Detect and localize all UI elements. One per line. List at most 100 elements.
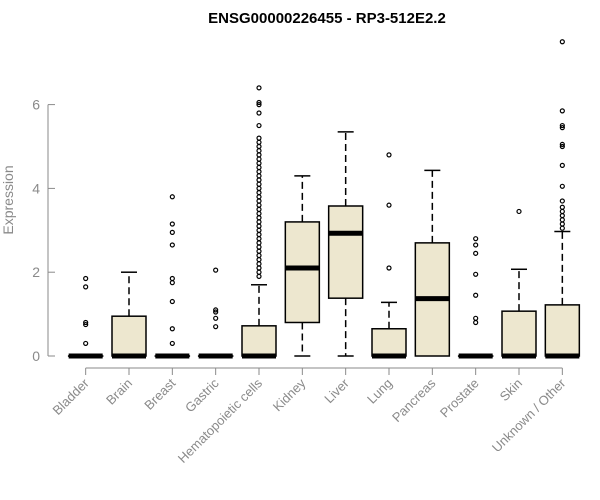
outlier-point (386, 265, 392, 271)
y-tick-label: 6 (32, 97, 40, 113)
outlier-point (559, 204, 565, 210)
outlier-point (559, 183, 565, 189)
outlier-point (169, 194, 175, 200)
outlier-point (386, 202, 392, 208)
outlier-point (256, 169, 262, 175)
outlier-point (516, 208, 522, 215)
outlier-point (559, 141, 565, 148)
outlier-point (256, 85, 262, 91)
outlier-point (256, 164, 262, 171)
outlier-point (169, 298, 175, 305)
outlier-point (256, 261, 262, 267)
outlier-point (169, 340, 175, 347)
box-iqr (501, 310, 537, 357)
outlier-point (559, 125, 565, 131)
outlier-point (559, 143, 565, 150)
x-tick-label: Brain (103, 376, 135, 408)
outlier-point (559, 225, 565, 231)
outlier-point (256, 194, 262, 200)
x-tick-label: Gastric (182, 375, 222, 415)
outlier-point (256, 156, 262, 162)
outlier-point (473, 319, 479, 326)
x-tick-label: Bladder (49, 375, 92, 418)
outlier-point (473, 236, 479, 242)
box-gastric (197, 267, 234, 359)
outlier-point (256, 248, 262, 254)
box-hematopoietic-cells (241, 85, 277, 359)
box-skin (501, 208, 537, 359)
x-tick-label: Liver (321, 375, 352, 406)
box-iqr (327, 205, 364, 299)
outlier-point (559, 108, 565, 114)
outlier-point (256, 223, 262, 229)
outlier-point (256, 135, 262, 141)
outlier-point (213, 324, 219, 330)
outlier-point (213, 309, 219, 315)
x-tick-label: Hematopoietic cells (175, 375, 266, 466)
outlier-point (256, 198, 262, 204)
outlier-point (256, 257, 262, 263)
outlier-point (559, 198, 565, 204)
chart-title: ENSG00000226455 - RP3-512E2.2 (208, 10, 446, 27)
outlier-point (559, 221, 565, 227)
box-iqr (371, 328, 407, 357)
box-brain (111, 271, 147, 359)
outlier-point (559, 122, 565, 129)
outlier-point (559, 217, 565, 223)
box-kidney (284, 175, 321, 357)
x-tick-label: Pancreas (389, 375, 439, 425)
outlier-point (169, 242, 175, 248)
outlier-point (213, 267, 219, 273)
outlier-point (256, 269, 262, 275)
box-prostate (457, 236, 494, 359)
x-tick-label: Skin (497, 376, 525, 404)
outlier-point (256, 181, 262, 187)
y-tick-label: 2 (32, 264, 40, 280)
outlier-point (256, 189, 262, 196)
outlier-point (256, 244, 262, 250)
outlier-point (256, 219, 262, 225)
outlier-point (473, 250, 479, 256)
outlier-point (559, 39, 565, 45)
outlier-point (256, 122, 262, 129)
box-iqr (544, 304, 581, 357)
outlier-point (83, 319, 89, 326)
box-lung (371, 152, 407, 359)
outlier-point (256, 206, 262, 212)
outlier-point (83, 284, 89, 290)
y-axis-label: Expression (0, 165, 16, 234)
y-tick-label: 0 (32, 348, 40, 364)
outlier-point (256, 215, 262, 221)
outlier-point (83, 275, 89, 282)
outlier-point (213, 315, 219, 321)
box-liver (327, 131, 364, 357)
box-iqr (111, 315, 147, 357)
outlier-point (473, 271, 479, 277)
outlier-point (169, 229, 175, 235)
outlier-point (386, 152, 392, 158)
outlier-point (256, 160, 262, 166)
boxes-layer (67, 39, 581, 359)
outlier-point (256, 139, 262, 145)
outlier-point (256, 202, 262, 208)
outlier-point (256, 227, 262, 233)
outlier-point (169, 326, 175, 332)
outlier-point (256, 152, 262, 158)
outlier-point (473, 242, 479, 248)
outlier-point (256, 236, 262, 242)
y-axis: 0 2 4 6 (32, 97, 55, 364)
outlier-point (169, 221, 175, 227)
outlier-point (256, 177, 262, 183)
box-iqr (284, 221, 321, 324)
outlier-point (473, 315, 479, 321)
outlier-point (473, 292, 479, 298)
box-bladder (67, 275, 104, 359)
outlier-point (256, 101, 262, 108)
outlier-point (559, 208, 565, 215)
outlier-point (256, 143, 262, 150)
outlier-point (256, 148, 262, 154)
x-tick-label: Breast (141, 375, 178, 412)
x-tick-label: Prostate (437, 376, 482, 421)
